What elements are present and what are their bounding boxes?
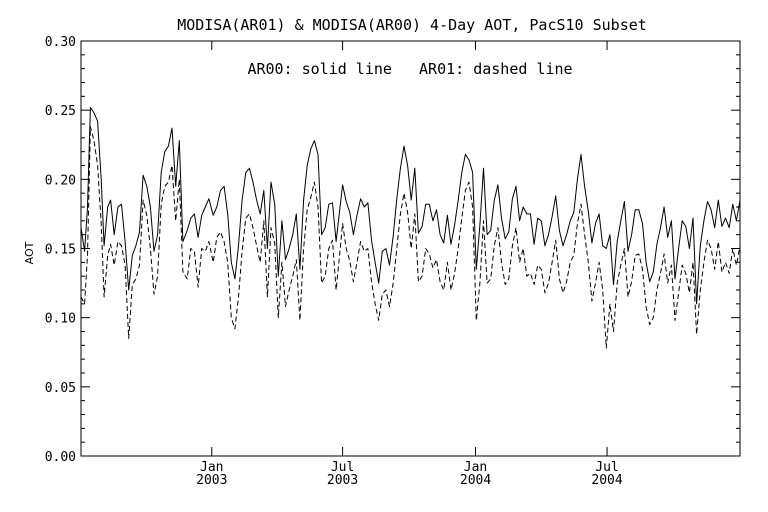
y-axis-label: AOT xyxy=(23,241,36,264)
ar01-dashed-series-line xyxy=(80,126,741,349)
axis-tick-labels: 0.000.050.100.150.200.250.30Jan2003Jul20… xyxy=(45,35,623,488)
x-tick-label-month: Jul xyxy=(595,460,618,475)
x-tick-label-year: 2004 xyxy=(591,473,622,488)
chart-title: MODISA(AR01) & MODISA(AR00) 4-Day AOT, P… xyxy=(177,16,647,34)
y-tick-label: 0.10 xyxy=(45,312,76,327)
ar00-solid-series-line xyxy=(80,106,741,305)
y-tick-label: 0.15 xyxy=(45,243,76,258)
y-tick-label: 0.30 xyxy=(45,35,76,50)
y-tick-label: 0.05 xyxy=(45,381,76,396)
plot-frame xyxy=(80,40,741,457)
x-tick-label-year: 2004 xyxy=(460,473,491,488)
axis-ticks xyxy=(81,41,740,456)
y-tick-label: 0.25 xyxy=(45,104,76,119)
x-tick-label-month: Jan xyxy=(200,460,223,475)
line-style-annotation: AR00: solid line AR01: dashed line xyxy=(247,60,572,78)
series-layer xyxy=(80,106,741,349)
x-tick-label-month: Jul xyxy=(331,460,354,475)
y-tick-label: 0.00 xyxy=(45,450,76,465)
y-tick-label: 0.20 xyxy=(45,173,76,188)
x-tick-label-year: 2003 xyxy=(327,473,358,488)
x-tick-label-year: 2003 xyxy=(196,473,227,488)
x-tick-label-month: Jan xyxy=(464,460,487,475)
